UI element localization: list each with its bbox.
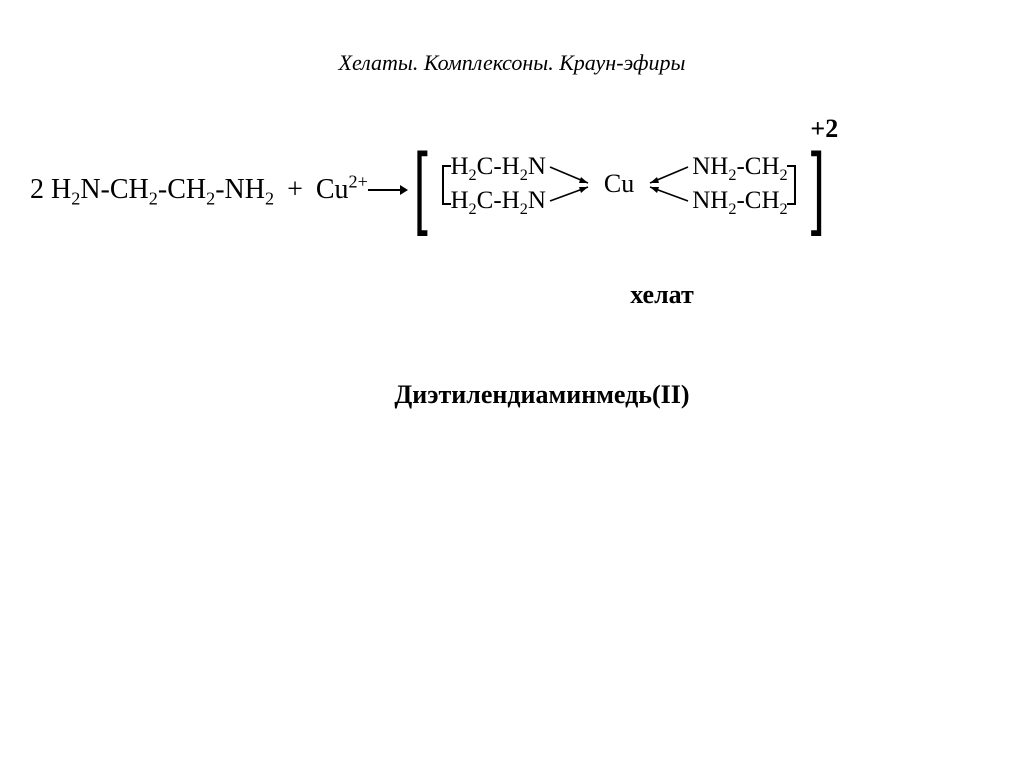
chelate-label: хелат xyxy=(0,280,1024,310)
complex-row: H2C-H2N H2C-H2N xyxy=(440,150,797,218)
chemical-equation: 2 H2N-CH2-CH2-NH2 + Cu2+ +2 [ xyxy=(30,150,830,230)
right-ligand: NH2-CH2 NH2-CH2 xyxy=(692,150,787,218)
reactants: 2 H2N-CH2-CH2-NH2 + Cu2+ xyxy=(30,174,368,206)
coeff: 2 xyxy=(30,174,44,205)
chemistry-slide: Хелаты. Комплексоны. Краун-эфиры 2 H2N-C… xyxy=(0,0,1024,768)
plus-sign: + xyxy=(281,174,309,205)
complex-inner: H2C-H2N H2C-H2N xyxy=(440,150,797,230)
slide-title: Хелаты. Комплексоны. Краун-эфиры xyxy=(0,50,1024,76)
left-bracket: [ xyxy=(414,147,428,225)
left-ligand-bottom: H2C-H2N xyxy=(450,184,545,218)
reactant-formula: H2N-CH2-CH2-NH2 xyxy=(51,174,281,205)
left-ligand-top: H2C-H2N xyxy=(450,150,545,184)
right-ethylene-bridge xyxy=(788,153,798,215)
cu-center: Cu xyxy=(602,169,636,199)
reaction-arrow xyxy=(368,180,408,200)
compound-name: Диэтилендиаминмедь(II) xyxy=(0,380,1024,410)
left-ligand: H2C-H2N H2C-H2N xyxy=(450,150,545,218)
left-ethylene-bridge xyxy=(440,153,450,215)
coord-bonds-right xyxy=(636,153,692,215)
product-complex: +2 [ H2C-H2N H2C-H2N xyxy=(408,150,830,230)
right-ligand-bottom: NH2-CH2 xyxy=(692,184,787,218)
coord-bonds-left xyxy=(546,153,602,215)
metal-ion: Cu2+ xyxy=(316,174,368,205)
right-bracket: ] xyxy=(810,147,824,225)
right-ligand-top: NH2-CH2 xyxy=(692,150,787,184)
